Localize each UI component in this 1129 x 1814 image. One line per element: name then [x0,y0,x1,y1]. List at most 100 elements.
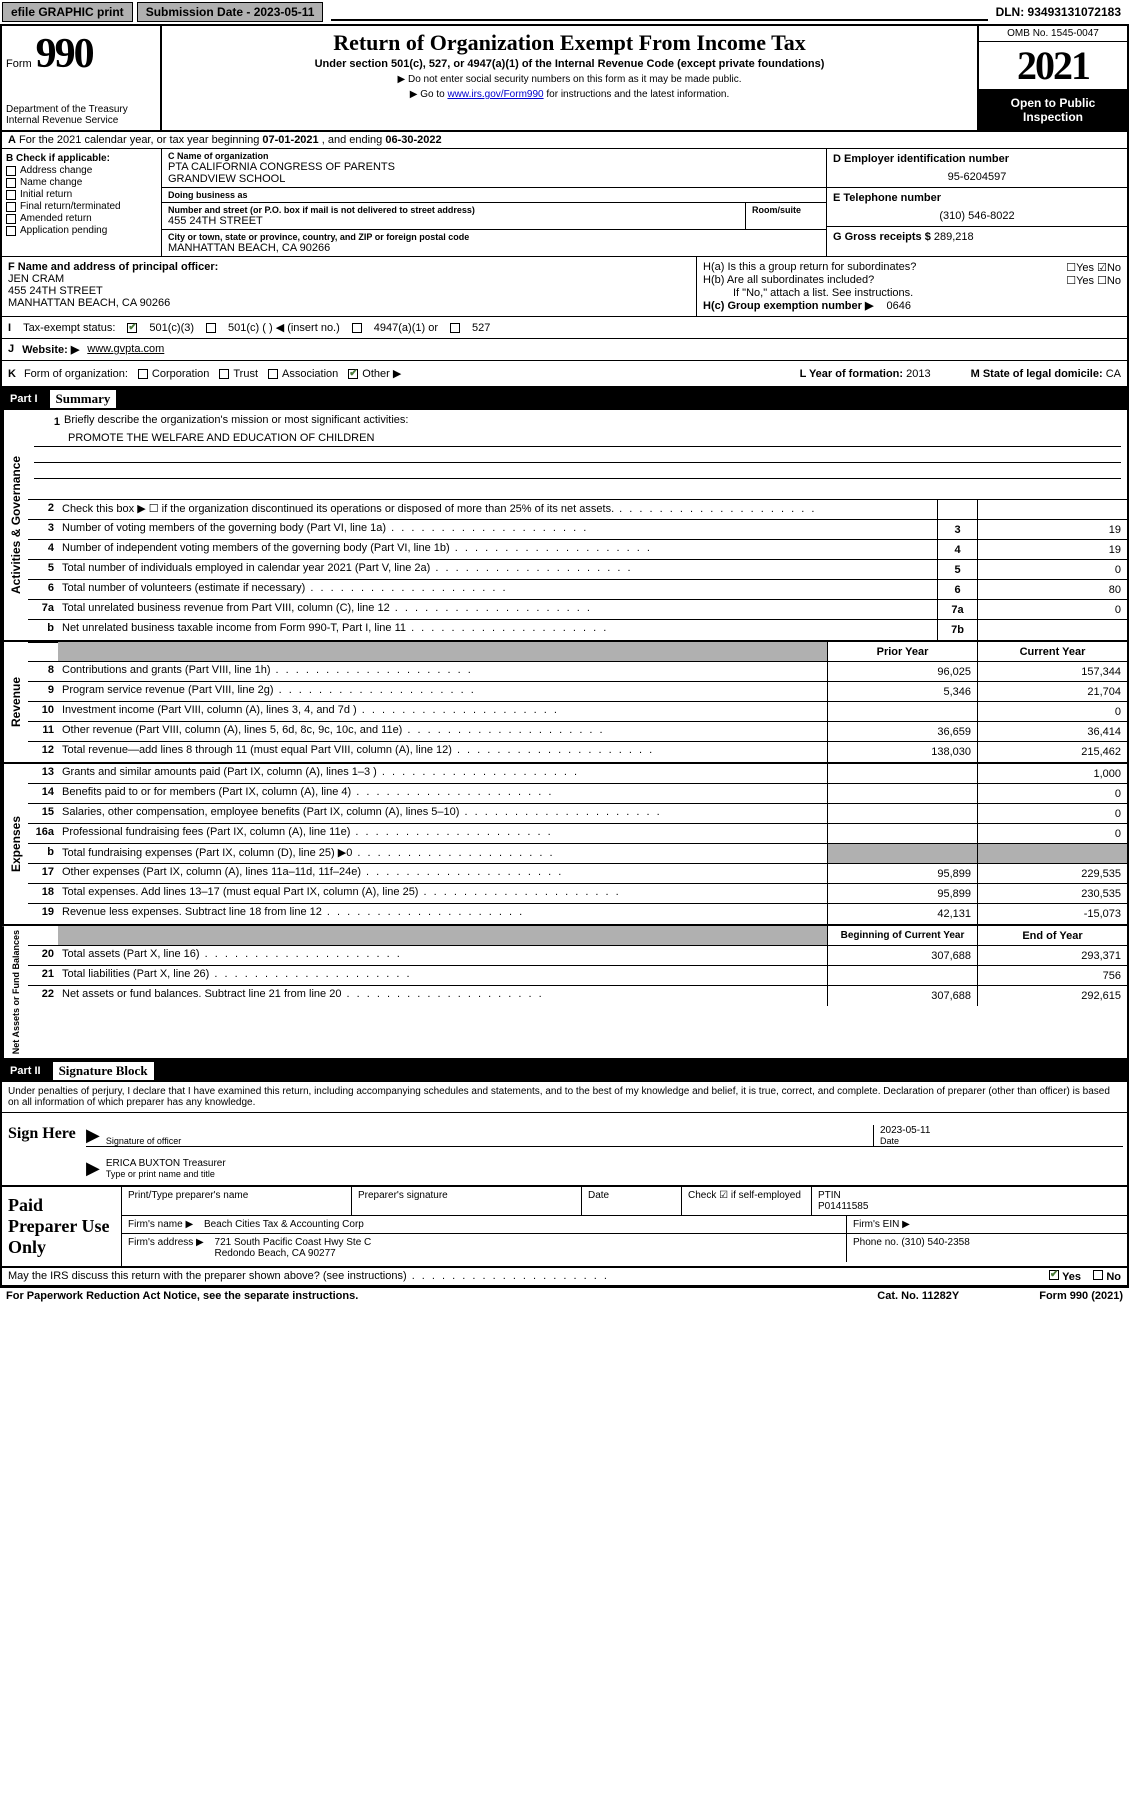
l-val: 2013 [906,368,930,380]
row-text: Other expenses (Part IX, column (A), lin… [58,864,827,883]
chk-501c3[interactable] [127,323,137,333]
data-row-10: 10 Investment income (Part VIII, column … [28,702,1127,722]
row-current: 0 [977,784,1127,803]
header-right: OMB No. 1545-0047 2021 Open to Public In… [977,26,1127,130]
perjury-statement: Under penalties of perjury, I declare th… [2,1082,1127,1113]
row-num: 18 [28,884,58,903]
discuss-no-chk[interactable] [1093,1270,1103,1280]
chk-corp[interactable] [138,369,148,379]
gov-val: 80 [977,580,1127,599]
k-label: K [8,368,16,380]
c-dba-label: Doing business as [168,190,820,200]
row-current: 0 [977,804,1127,823]
firm-phone-val: (310) 540-2358 [901,1237,969,1248]
chk-assoc[interactable] [268,369,278,379]
chk-4947[interactable] [352,323,362,333]
opt-501c: 501(c) ( ) ◀ (insert no.) [228,321,340,334]
gov-num: 5 [28,560,58,579]
form-container: Form 990 Department of the Treasury Inte… [0,24,1129,1288]
chk-amended-return[interactable]: Amended return [6,213,157,224]
discuss-yes-chk[interactable] [1049,1270,1059,1280]
header-center: Return of Organization Exempt From Incom… [162,26,977,130]
row-num: 13 [28,764,58,783]
chk-name-change[interactable]: Name change [6,177,157,188]
row-prior [827,764,977,783]
hc-val: 0646 [876,300,910,312]
gov-num: 2 [28,500,58,519]
row-num: 9 [28,682,58,701]
netassets-section: Net Assets or Fund Balances Beginning of… [2,926,1127,1060]
revenue-header-row: Prior Year Current Year [28,642,1127,662]
chk-initial-return[interactable]: Initial return [6,189,157,200]
row-current: 36,414 [977,722,1127,741]
row-current [977,844,1127,863]
top-bar: efile GRAPHIC print Submission Date - 20… [0,0,1129,24]
row-prior: 138,030 [827,742,977,762]
k-text: Form of organization: [24,368,128,380]
part2-header: Part II Signature Block [2,1060,1127,1082]
efile-print-button[interactable]: efile GRAPHIC print [2,2,133,22]
row-prior: 307,688 [827,946,977,965]
opt-assoc: Association [282,368,338,380]
e-val: (310) 546-8022 [833,204,1121,222]
chk-address-change[interactable]: Address change [6,165,157,176]
chk-initial-return-label: Initial return [20,189,72,200]
sig-name-label: Type or print name and title [106,1169,1123,1179]
sig-arrow-icon-2: ▶ [86,1158,106,1179]
gov-row-3: 3 Number of voting members of the govern… [28,520,1127,540]
chk-address-change-label: Address change [20,165,92,176]
row-text: Total revenue—add lines 8 through 11 (mu… [58,742,827,762]
chk-other[interactable] [348,369,358,379]
row-prior: 307,688 [827,986,977,1006]
data-row-15: 15 Salaries, other compensation, employe… [28,804,1127,824]
paid-preparer-label: Paid Preparer Use Only [2,1187,122,1266]
opt-other: Other ▶ [362,367,401,380]
chk-trust[interactable] [219,369,229,379]
section-deg: D Employer identification number 95-6204… [827,149,1127,256]
section-f: F Name and address of principal officer:… [2,257,697,316]
row-text: Professional fundraising fees (Part IX, … [58,824,827,843]
paid-sig-label: Preparer's signature [352,1187,582,1215]
gov-col-label [937,500,977,519]
row-num: 20 [28,946,58,965]
dln-label: DLN: 93493131072183 [996,5,1127,19]
gov-num: 6 [28,580,58,599]
row-i: I Tax-exempt status: 501(c)(3) 501(c) ( … [2,317,1127,339]
website-link[interactable]: www.gvpta.com [87,343,164,356]
department-label: Department of the Treasury Internal Reve… [6,104,156,126]
mission-block: 1 Briefly describe the organization's mi… [28,410,1127,500]
f-name: JEN CRAM [8,273,690,285]
gov-row-4: 4 Number of independent voting members o… [28,540,1127,560]
chk-final-return[interactable]: Final return/terminated [6,201,157,212]
i-label: I [8,322,11,334]
chk-application-pending[interactable]: Application pending [6,225,157,236]
netassets-side-label: Net Assets or Fund Balances [2,926,28,1058]
gov-col-label: 5 [937,560,977,579]
form-ref: Form 990 (2021) [1039,1290,1123,1302]
mission-blank2 [34,463,1121,479]
chk-527[interactable] [450,323,460,333]
irs-link[interactable]: www.irs.gov/Form990 [447,89,543,100]
row-num: 15 [28,804,58,823]
hc-label: H(c) Group exemption number ▶ [703,300,873,312]
firm-name-label: Firm's name ▶ [128,1219,193,1230]
mission-blank3 [34,479,1121,495]
submission-date-button[interactable]: Submission Date - 2023-05-11 [137,2,324,22]
gov-val [977,620,1127,640]
firm-phone-label: Phone no. [853,1237,899,1248]
gov-col-label: 6 [937,580,977,599]
row-current: 1,000 [977,764,1127,783]
gov-val: 0 [977,560,1127,579]
gov-row-2: 2 Check this box ▶ ☐ if the organization… [28,500,1127,520]
data-row-20: 20 Total assets (Part X, line 16) 307,68… [28,946,1127,966]
gov-text: Total number of individuals employed in … [58,560,937,579]
part1-header: Part I Summary [2,388,1127,410]
row-a-label: A [8,134,16,146]
row-text: Total fundraising expenses (Part IX, col… [58,844,827,863]
pra-notice: For Paperwork Reduction Act Notice, see … [6,1290,358,1302]
paid-ptin-label: PTIN [818,1190,1121,1201]
row-text: Total assets (Part X, line 16) [58,946,827,965]
discuss-text: May the IRS discuss this return with the… [8,1270,609,1283]
chk-501c[interactable] [206,323,216,333]
part1-num: Part I [10,393,38,405]
